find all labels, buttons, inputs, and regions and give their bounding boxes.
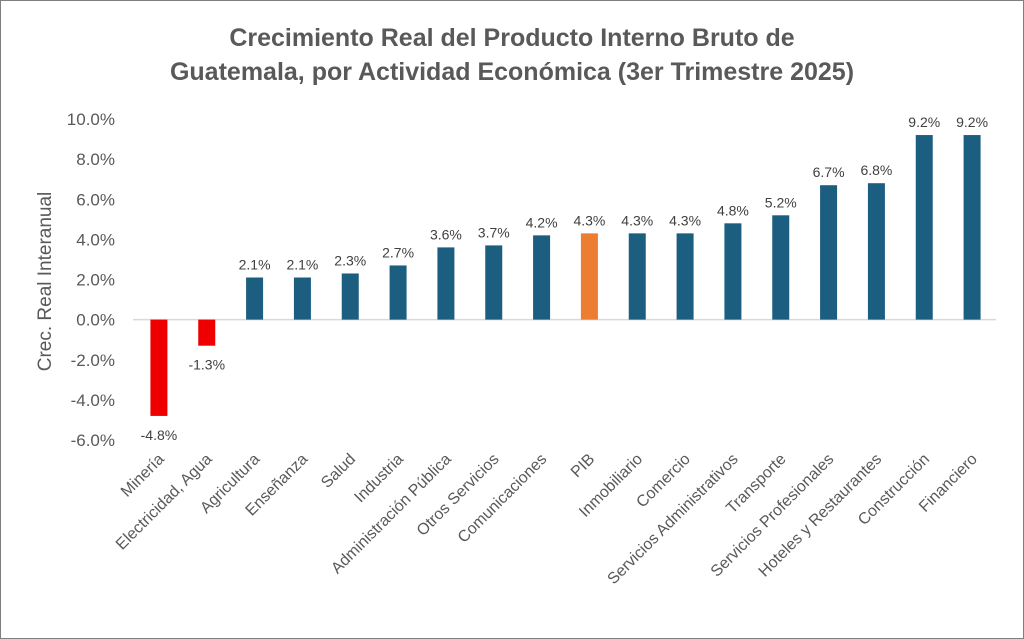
data-label: -1.3% (188, 357, 225, 373)
y-tick-label: 2.0% (76, 271, 115, 290)
data-label: 6.8% (860, 162, 892, 178)
data-label: 4.3% (669, 212, 701, 228)
bar (580, 233, 598, 320)
y-tick-label: -4.0% (71, 391, 115, 410)
bar (915, 135, 933, 320)
data-label: 4.2% (526, 214, 558, 230)
chart-title: Crecimiento Real del Producto Interno Br… (1, 21, 1023, 89)
chart-title-line-2: Guatemala, por Actividad Económica (3er … (169, 58, 855, 86)
chart-title-line-1: Crecimiento Real del Producto Interno Br… (229, 24, 795, 52)
y-tick-label: 6.0% (76, 190, 115, 209)
y-tick-label: 4.0% (76, 230, 115, 249)
bar (628, 233, 646, 320)
bar (533, 235, 551, 320)
bar (963, 135, 981, 320)
x-tick-label: PIB (568, 451, 598, 481)
bar (676, 233, 694, 320)
y-tick-label: 0.0% (76, 311, 115, 330)
bar (389, 265, 407, 320)
bar (437, 247, 455, 320)
bar (293, 277, 311, 320)
y-axis-label: Crec. Real Interanual (35, 192, 56, 372)
data-label: 2.1% (286, 256, 318, 272)
bar (772, 215, 790, 320)
bar (485, 245, 503, 320)
y-tick-label: 8.0% (76, 150, 115, 169)
x-tick-label: Salud (318, 451, 359, 492)
bar (150, 319, 168, 416)
bar (724, 223, 742, 320)
data-label: 3.6% (430, 226, 462, 242)
data-label: 4.3% (621, 212, 653, 228)
data-label: 2.1% (239, 256, 271, 272)
bar (867, 183, 885, 320)
data-label: 4.3% (573, 212, 605, 228)
data-label: -4.8% (141, 427, 178, 443)
bar (246, 277, 264, 320)
y-tick-label: -6.0% (71, 431, 115, 450)
y-tick-label: 10.0% (67, 110, 115, 129)
bar (198, 319, 216, 346)
x-tick-label: Otros Servicios (414, 451, 503, 540)
bar (341, 273, 359, 320)
data-label: 6.7% (813, 164, 845, 180)
data-label: 3.7% (478, 224, 510, 240)
y-tick-label: -2.0% (71, 351, 115, 370)
x-tick-label: Comunicaciones (455, 451, 551, 547)
data-label: 9.2% (956, 114, 988, 130)
bar (820, 185, 838, 320)
data-label: 4.8% (717, 202, 749, 218)
data-label: 2.7% (382, 244, 414, 260)
data-label: 5.2% (765, 194, 797, 210)
data-label: 2.3% (334, 252, 366, 268)
data-label: 9.2% (908, 114, 940, 130)
